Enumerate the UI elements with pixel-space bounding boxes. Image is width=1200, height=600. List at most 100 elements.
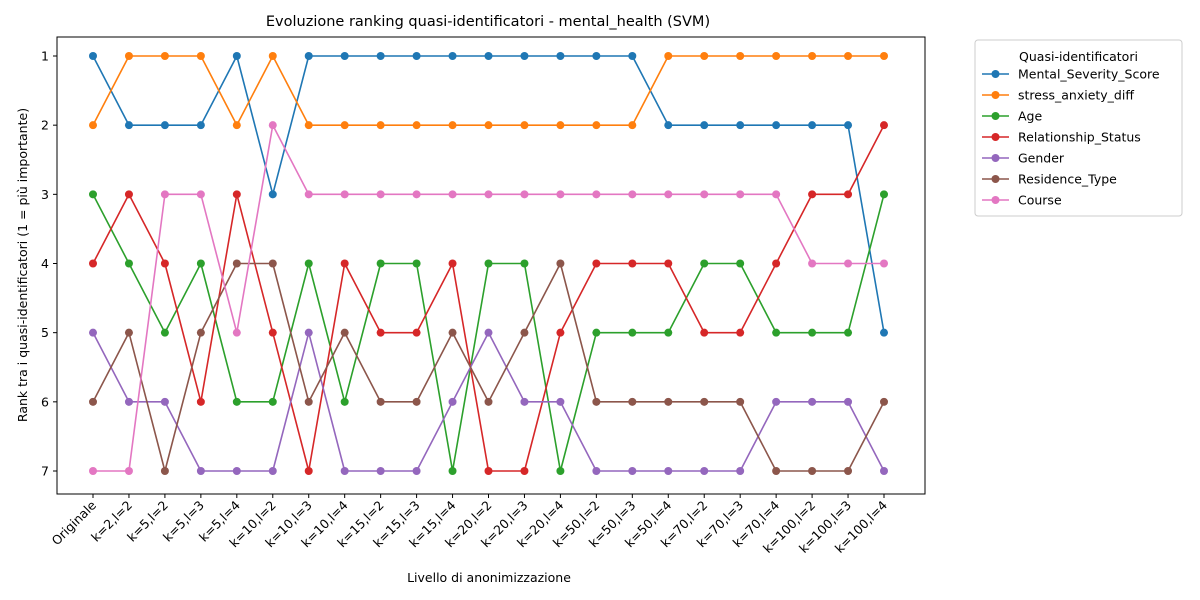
data-point <box>412 52 421 60</box>
data-point <box>628 328 637 337</box>
legend-swatch-marker <box>991 91 1000 99</box>
legend-label: Age <box>1018 109 1042 124</box>
legend-label: Course <box>1018 193 1062 208</box>
data-point <box>592 328 601 337</box>
data-point <box>160 259 169 268</box>
data-point <box>628 259 637 268</box>
data-point <box>592 467 601 475</box>
data-point <box>592 259 601 268</box>
data-point <box>89 328 97 337</box>
data-point <box>736 467 745 475</box>
data-point <box>232 467 241 475</box>
data-point <box>304 190 313 199</box>
series-age <box>89 190 888 475</box>
legend-items: Mental_Severity_Score stress_anxiety_diff… <box>982 67 1160 208</box>
data-point <box>808 328 817 337</box>
data-point <box>664 121 673 130</box>
data-point <box>808 190 817 199</box>
data-point <box>628 397 637 406</box>
data-point <box>808 467 817 475</box>
data-point <box>592 121 601 130</box>
y-tick-label: 7 <box>41 464 49 479</box>
data-point <box>556 190 565 199</box>
data-point <box>89 467 97 475</box>
data-point <box>304 52 313 60</box>
data-point <box>880 121 888 130</box>
data-point <box>196 467 205 475</box>
data-point <box>556 259 565 268</box>
data-point <box>124 328 133 337</box>
legend-entry: Relationship_Status <box>982 130 1141 145</box>
data-point <box>880 259 888 268</box>
data-point <box>412 190 421 199</box>
data-point <box>124 52 133 60</box>
data-point <box>772 190 781 199</box>
data-point <box>448 328 457 337</box>
data-point <box>232 121 241 130</box>
data-point <box>340 52 349 60</box>
data-point <box>592 397 601 406</box>
data-point <box>376 397 385 406</box>
data-point <box>808 397 817 406</box>
data-point <box>556 52 565 60</box>
legend: Quasi-identificatori Mental_Severity_Sco… <box>974 39 1183 217</box>
data-point <box>664 397 673 406</box>
data-point <box>844 121 853 130</box>
data-point <box>196 121 205 130</box>
data-point <box>880 397 888 406</box>
data-point <box>124 121 133 130</box>
legend-entry: Course <box>982 193 1062 208</box>
data-point <box>844 259 853 268</box>
data-point <box>196 397 205 406</box>
data-point <box>124 397 133 406</box>
data-point <box>808 259 817 268</box>
data-point <box>89 397 97 406</box>
data-point <box>160 190 169 199</box>
data-point <box>448 467 457 475</box>
data-point <box>628 467 637 475</box>
legend-swatch-marker <box>991 70 1000 78</box>
chart-title: Evoluzione ranking quasi-identificatori … <box>266 14 710 30</box>
y-tick-label: 3 <box>41 187 49 202</box>
data-point <box>448 121 457 130</box>
data-point <box>664 190 673 199</box>
data-point <box>268 121 277 130</box>
data-point <box>89 259 97 268</box>
y-tick-label: 2 <box>41 118 49 133</box>
data-point <box>232 259 241 268</box>
data-point <box>700 397 709 406</box>
data-point <box>376 52 385 60</box>
series-line <box>92 55 884 126</box>
data-point <box>340 328 349 337</box>
data-point <box>880 52 888 60</box>
data-point <box>340 397 349 406</box>
data-point <box>412 328 421 337</box>
legend-swatch-marker <box>991 112 1000 120</box>
data-point <box>268 259 277 268</box>
data-point <box>736 121 745 130</box>
data-point <box>664 328 673 337</box>
legend-swatch-marker <box>991 154 1000 162</box>
legend-entry: stress_anxiety_diff <box>982 88 1134 103</box>
data-point <box>376 121 385 130</box>
data-point <box>592 52 601 60</box>
data-point <box>556 397 565 406</box>
data-point <box>844 328 853 337</box>
data-point <box>520 397 529 406</box>
data-point <box>448 397 457 406</box>
x-axis: Originalek=2,l=2k=5,l=2k=5,l=3k=5,l=4k=1… <box>48 494 890 556</box>
data-point <box>268 328 277 337</box>
data-point <box>376 190 385 199</box>
data-point <box>124 259 133 268</box>
data-point <box>664 52 673 60</box>
data-point <box>196 190 205 199</box>
data-point <box>772 328 781 337</box>
data-point <box>124 190 133 199</box>
data-point <box>340 190 349 199</box>
legend-label: Mental_Severity_Score <box>1018 67 1160 82</box>
data-point <box>556 328 565 337</box>
data-point <box>376 328 385 337</box>
data-point <box>772 259 781 268</box>
data-point <box>772 467 781 475</box>
